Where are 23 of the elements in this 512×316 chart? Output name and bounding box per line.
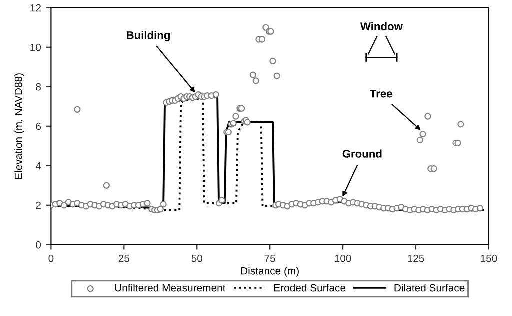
x-tick-label: 0 [48,254,54,262]
x-tick-label: 150 [481,254,498,262]
y-tick-label: 6 [36,122,42,130]
annotation: Building [127,31,170,42]
y-axis-title: Elevation (m, NAVD88) [14,74,24,179]
y-tick-label: 12 [30,4,41,12]
x-tick-label: 75 [264,255,276,262]
y-tick-label: 8 [36,83,42,91]
y-tick-label: 4 [36,162,42,170]
annotation: Ground [342,150,382,158]
legend-label: Eroded Surface [274,284,346,292]
x-tick-label: 25 [118,254,130,262]
x-axis-title: Distance (m) [241,267,299,277]
y-tick-label: 0 [36,241,42,249]
y-tick-label: 10 [30,44,42,52]
annotation: Window [360,22,403,31]
legend-label: Dilated Surface [394,284,465,292]
x-tick-label: 100 [335,254,352,262]
annotation: Tree [370,90,392,98]
x-tick-label: 50 [192,254,203,262]
y-tick-label: 2 [36,202,41,210]
x-tick-label: 125 [408,254,424,262]
legend-label: Unfiltered Measurement [115,284,226,292]
